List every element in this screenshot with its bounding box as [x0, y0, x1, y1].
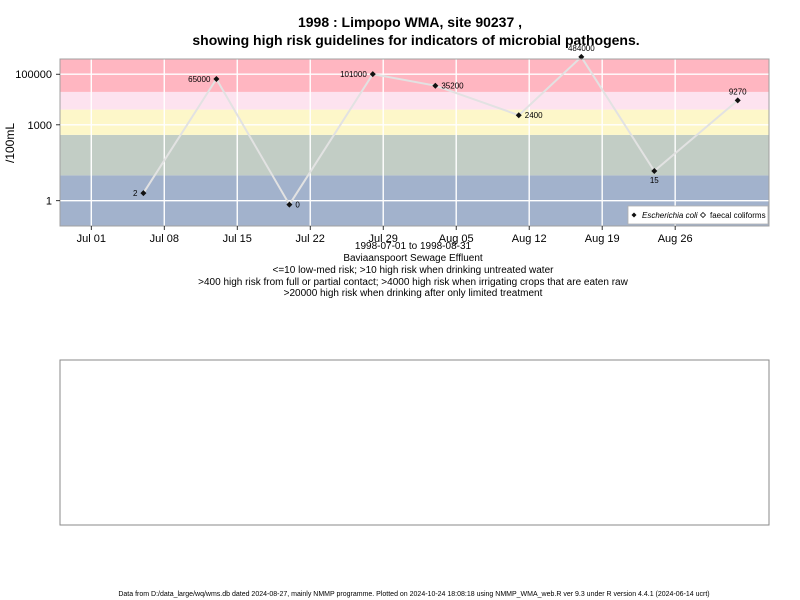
subtitle-date-range: 1998-07-01 to 1998-08-31: [355, 241, 472, 252]
grid-lines: [60, 59, 769, 226]
risk-band-4: [60, 59, 769, 92]
x-axis: Jul 01 Jul 08 Jul 15 Jul 22 Jul 29 Aug 05 Aug …: [77, 226, 693, 245]
x-tick-label-2: Jul 15: [223, 233, 252, 245]
data-label-2: 0: [295, 201, 300, 210]
x-tick-label-5: Aug 05: [439, 233, 474, 245]
subtitle-risk-line2: >400 high risk from full or partial cont…: [198, 277, 628, 288]
data-label-0: 2: [133, 189, 138, 198]
data-point-4: [432, 82, 439, 89]
data-label-4: 35200: [441, 82, 464, 91]
subtitle-risk-line1: <=10 low-med risk; >10 high risk when dr…: [273, 265, 555, 276]
data-point-3: [369, 71, 376, 78]
legend-box: [627, 205, 769, 225]
subtitle-site-name: Baviaanspoort Sewage Effluent: [343, 253, 483, 264]
legend-ecoli-marker: [631, 212, 637, 218]
risk-band-3: [60, 91, 769, 110]
chart-title-line1: 1998 : Limpopo WMA, site 90237 ,: [298, 14, 522, 30]
e-coli-markers: [140, 53, 741, 208]
chart-title-line2: showing high risk guidelines for indicat…: [192, 32, 639, 48]
data-label-5: 2400: [525, 111, 543, 120]
data-point-0: [140, 190, 147, 197]
data-point-7: [651, 167, 658, 174]
data-label-3: 101000: [340, 70, 367, 79]
plot-border: [59, 58, 770, 227]
empty-second-panel: [59, 359, 770, 526]
data-label-1: 65000: [188, 75, 211, 84]
subtitle-risk-line3: >20000 high risk when drinking after onl…: [284, 288, 543, 299]
x-tick-label-7: Aug 19: [585, 233, 620, 245]
data-point-8: [734, 97, 741, 104]
data-point-2: [286, 201, 293, 208]
x-tick-label-3: Jul 22: [296, 233, 325, 245]
risk-band-1: [60, 134, 769, 176]
legend-faecal-label: faecal coliforms: [710, 211, 766, 220]
x-tick-label-4: Jul 29: [369, 233, 398, 245]
legend-faecal-marker: [699, 211, 707, 219]
plot-area: 2 65000 0 101000 35200 2400 484000 15 9270: [59, 44, 770, 227]
y-axis-label: /100mL: [3, 123, 17, 163]
y-tick-label-1: 1000: [28, 120, 52, 132]
footer-note: Data from D:/data_large/wq/wms.db dated …: [118, 591, 709, 598]
legend-ecoli-label: Escherichia coli: [642, 211, 698, 220]
x-tick-label-8: Aug 26: [658, 233, 693, 245]
risk-band-2: [60, 109, 769, 135]
data-point-1: [213, 75, 220, 82]
y-axis: 1 1000 100000: [15, 69, 60, 208]
x-tick-label-1: Jul 08: [150, 233, 179, 245]
y-tick-label-2: 100000: [15, 69, 52, 81]
data-label-8: 9270: [729, 87, 747, 96]
data-point-6: [578, 53, 585, 60]
data-label-6: 484000: [568, 44, 595, 53]
x-tick-label-0: Jul 01: [77, 233, 106, 245]
y-tick-label-0: 1: [46, 196, 52, 208]
subtitles: 1998-07-01 to 1998-08-31 Baviaanspoort S…: [198, 241, 628, 299]
data-labels: 2 65000 0 101000 35200 2400 484000 15 9270: [133, 44, 747, 210]
x-tick-label-6: Aug 12: [512, 233, 547, 245]
legend: Escherichia coli faecal coliforms: [627, 205, 769, 225]
data-point-5: [515, 112, 522, 119]
data-label-7: 15: [650, 176, 659, 185]
